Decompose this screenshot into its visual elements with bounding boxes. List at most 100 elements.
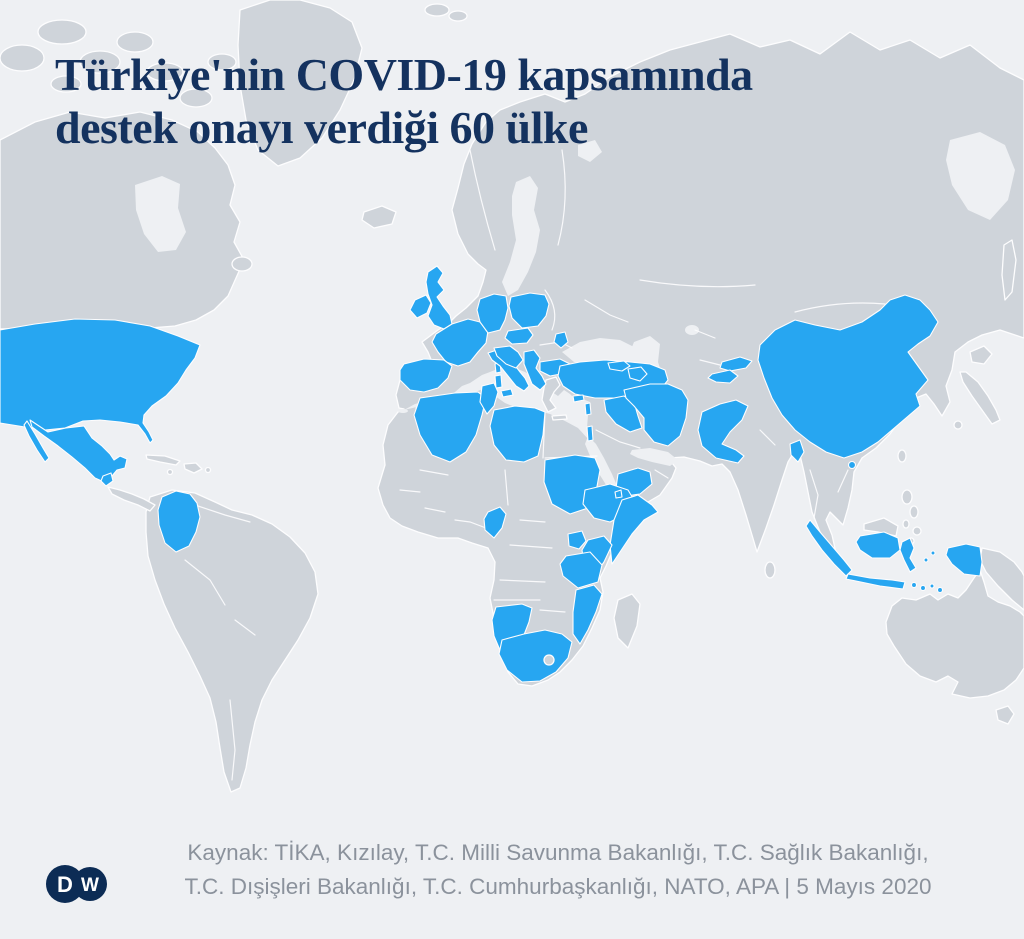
- landmass-eurasia-africa: [377, 31, 1024, 687]
- country-djibouti: [614, 489, 623, 499]
- arctic-island: [207, 53, 237, 71]
- country-lesotho: [543, 654, 555, 666]
- country-south-africa: [498, 629, 573, 683]
- country-colombia: [157, 490, 201, 553]
- island-philippines: [912, 526, 922, 536]
- island-sicily: [500, 388, 514, 398]
- country-china: [757, 294, 939, 459]
- island-hispaniola: [183, 462, 203, 474]
- hudson-bay: [135, 176, 186, 252]
- island-java-indonesia: [845, 573, 906, 590]
- island-cyprus: [572, 394, 585, 403]
- indonesian-islet: [930, 550, 936, 556]
- country-france: [431, 318, 489, 367]
- sea-of-okhotsk: [946, 132, 1015, 220]
- country-cameroon: [483, 506, 507, 539]
- country-algeria: [413, 391, 487, 463]
- island-iceland: [361, 205, 397, 229]
- country-guatemala: [100, 472, 114, 487]
- island-taiwan: [897, 449, 907, 463]
- island-philippines: [909, 505, 919, 519]
- white-sea: [578, 140, 602, 162]
- highlighted-countries: [0, 265, 983, 683]
- country-spain: [399, 358, 453, 393]
- strait-of-gibraltar: [398, 409, 408, 413]
- dw-logo-circle-left: [46, 865, 84, 903]
- black-sea: [562, 338, 642, 368]
- island-madagascar: [613, 593, 641, 649]
- indonesian-islet: [936, 586, 944, 594]
- country-usa: [0, 318, 201, 444]
- page-title: Türkiye'nin COVID-19 kapsamında destek o…: [55, 48, 753, 155]
- island-philippines: [902, 519, 910, 529]
- landmass-australia: [885, 569, 1024, 699]
- indonesian-islet: [910, 581, 918, 589]
- island-crete: [551, 414, 568, 421]
- country-bangladesh: [789, 439, 805, 463]
- country-lebanon: [584, 402, 592, 416]
- island-new-guinea-east: [979, 547, 1024, 611]
- country-uganda: [567, 530, 587, 550]
- country-mozambique: [572, 584, 603, 645]
- country-georgia: [607, 360, 631, 372]
- island-borneo-north: [863, 517, 899, 537]
- island-kyushu-japan: [953, 420, 963, 430]
- island-puerto-rico: [204, 466, 212, 474]
- red-sea: [585, 436, 618, 496]
- island-svalbard: [424, 3, 450, 17]
- island-hokkaido-japan: [969, 345, 993, 365]
- arctic-island: [0, 44, 45, 72]
- island-honshu-japan: [959, 371, 1001, 425]
- country-kyrgyzstan: [719, 356, 753, 372]
- dw-logo-letter-d: D: [57, 872, 73, 897]
- dw-logo-circle-right: [73, 867, 107, 901]
- continents: [0, 0, 1024, 793]
- title-line-2: destek onayı verdiği 60 ülke: [55, 102, 588, 154]
- island-cuba: [145, 454, 181, 466]
- island-tasmania: [995, 705, 1015, 725]
- country-pakistan: [697, 399, 749, 464]
- title-line-1: Türkiye'nin COVID-19 kapsamında: [55, 49, 753, 100]
- arctic-island: [146, 62, 184, 82]
- landmass-greenland: [237, 0, 363, 167]
- indonesian-islet: [929, 583, 935, 589]
- country-ireland: [409, 294, 432, 319]
- arctic-island: [37, 19, 87, 45]
- island-hainan: [847, 460, 857, 470]
- island-papua-indonesia: [945, 543, 983, 577]
- indonesian-islet: [923, 557, 929, 563]
- country-iran: [623, 383, 689, 447]
- baltic-sea: [502, 176, 540, 296]
- island-sardinia: [494, 374, 503, 389]
- island-jamaica: [166, 468, 174, 476]
- source-note: Kaynak: TİKA, Kızılay, T.C. Milli Savunm…: [128, 836, 988, 904]
- island-sulawesi-indonesia: [899, 537, 917, 573]
- region-baja-california: [23, 420, 50, 463]
- island-sri-lanka: [764, 561, 776, 579]
- gray-details: [541, 239, 1024, 649]
- persian-gulf: [630, 448, 678, 466]
- arctic-island: [50, 75, 82, 93]
- dw-logo-letter-w: W: [81, 875, 99, 896]
- source-line-2: T.C. Dışişleri Bakanlığı, T.C. Cumhurbaş…: [184, 874, 932, 899]
- indonesian-islet: [919, 584, 927, 592]
- region-central-america: [107, 486, 156, 512]
- region-croatia-bosnia: [493, 345, 524, 369]
- source-line-1: Kaynak: TİKA, Kızılay, T.C. Milli Savunm…: [187, 840, 929, 865]
- country-tanzania: [559, 551, 603, 589]
- island-kalimantan-indonesia: [855, 531, 901, 559]
- country-hungary: [504, 327, 534, 345]
- island-newfoundland: [231, 256, 253, 272]
- country-united-kingdom: [425, 265, 453, 330]
- country-azerbaijan: [627, 366, 648, 382]
- arctic-island: [116, 31, 154, 53]
- country-germany: [476, 293, 509, 334]
- region-palestine: [586, 425, 594, 442]
- dw-logo: D W: [46, 865, 107, 903]
- island-philippines: [901, 489, 913, 505]
- country-somalia: [609, 494, 659, 565]
- country-greece: [541, 376, 561, 413]
- country-poland: [508, 292, 550, 329]
